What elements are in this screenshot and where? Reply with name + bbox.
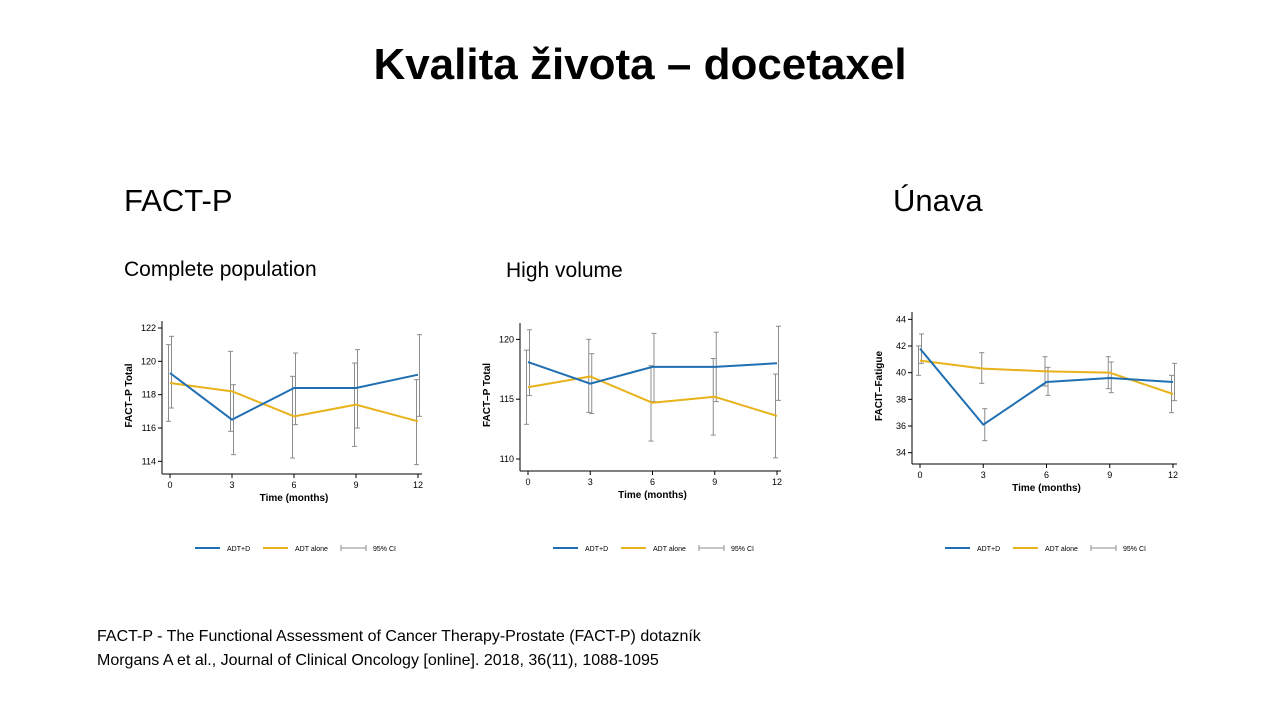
y-tick-label: 120 — [499, 334, 514, 344]
heading-fatigue: Únava — [893, 183, 983, 218]
y-tick-label: 116 — [142, 423, 156, 433]
y-tick-label: 114 — [142, 456, 156, 466]
legend-label-adt-d: ADT+D — [977, 546, 1000, 553]
y-tick-label: 38 — [896, 394, 906, 404]
legend-label-adt-alone: ADT alone — [1045, 546, 1078, 553]
series-line-adt-d — [169, 372, 419, 421]
legend-label-ci: 95% CI — [373, 546, 396, 553]
series-line-adt-alone — [919, 359, 1174, 395]
x-tick-label: 3 — [981, 470, 986, 480]
y-tick-label: 110 — [500, 454, 514, 464]
x-tick-label: 12 — [1168, 470, 1178, 480]
chart-high-volume: 110 115 120 0 3 6 9 12 Time (months) FACT–P Total… — [482, 323, 782, 553]
x-tick-label: 12 — [413, 480, 423, 490]
y-tick-label: 118 — [142, 390, 156, 400]
x-tick-label: 9 — [353, 480, 358, 490]
x-tick-label: 9 — [1107, 470, 1112, 480]
chart-complete-population: 114 116 118 120 122 0 3 6 9 12 Time (months) FACT–P… — [124, 321, 423, 553]
legend-label-adt-alone: ADT alone — [295, 546, 328, 553]
slide-title: Kvalita života – docetaxel — [373, 40, 907, 89]
y-tick-label: 42 — [896, 341, 906, 351]
y-tick-label: 122 — [141, 323, 156, 333]
x-axis-title: Time (months) — [1012, 483, 1081, 494]
x-tick-label: 6 — [291, 480, 296, 490]
x-tick-label: 6 — [650, 477, 655, 487]
series-line-adt-d — [919, 348, 1174, 426]
legend-label-adt-d: ADT+D — [585, 546, 608, 553]
y-axis-title: FACT–P Total — [482, 363, 493, 427]
legend-label-ci: 95% CI — [731, 546, 754, 553]
y-axis-title: FACIT–Fatigue — [874, 351, 885, 421]
y-tick-label: 44 — [896, 314, 906, 324]
x-tick-label: 3 — [588, 477, 593, 487]
x-tick-label: 0 — [917, 470, 922, 480]
footnote-definition: FACT-P - The Functional Assessment of Ca… — [97, 628, 701, 645]
x-tick-label: 0 — [167, 480, 172, 490]
x-tick-label: 6 — [1044, 470, 1049, 480]
x-tick-label: 9 — [712, 477, 717, 487]
series-line-adt-alone — [169, 382, 419, 423]
subheading-high-volume: High volume — [506, 259, 623, 282]
y-tick-label: 34 — [896, 448, 906, 458]
y-tick-label: 40 — [896, 368, 906, 378]
x-axis-title: Time (months) — [618, 490, 687, 501]
subheading-complete-population: Complete population — [124, 258, 317, 281]
legend-label-adt-alone: ADT alone — [653, 546, 686, 553]
legend-label-ci: 95% CI — [1123, 546, 1146, 553]
y-tick-label: 36 — [896, 421, 906, 431]
x-axis-title: Time (months) — [260, 493, 329, 504]
x-tick-label: 3 — [229, 480, 234, 490]
y-axis-title: FACT–P Total — [124, 363, 135, 427]
heading-fact-p: FACT-P — [124, 183, 233, 218]
x-tick-label: 0 — [525, 477, 530, 487]
y-tick-label: 120 — [141, 356, 156, 366]
footnote-reference: Morgans A et al., Journal of Clinical On… — [97, 652, 659, 669]
legend-label-adt-d: ADT+D — [227, 546, 250, 553]
series-line-adt-alone — [527, 375, 778, 417]
y-tick-label: 115 — [500, 394, 514, 404]
x-tick-label: 12 — [772, 477, 782, 487]
series-line-adt-d — [527, 361, 778, 385]
